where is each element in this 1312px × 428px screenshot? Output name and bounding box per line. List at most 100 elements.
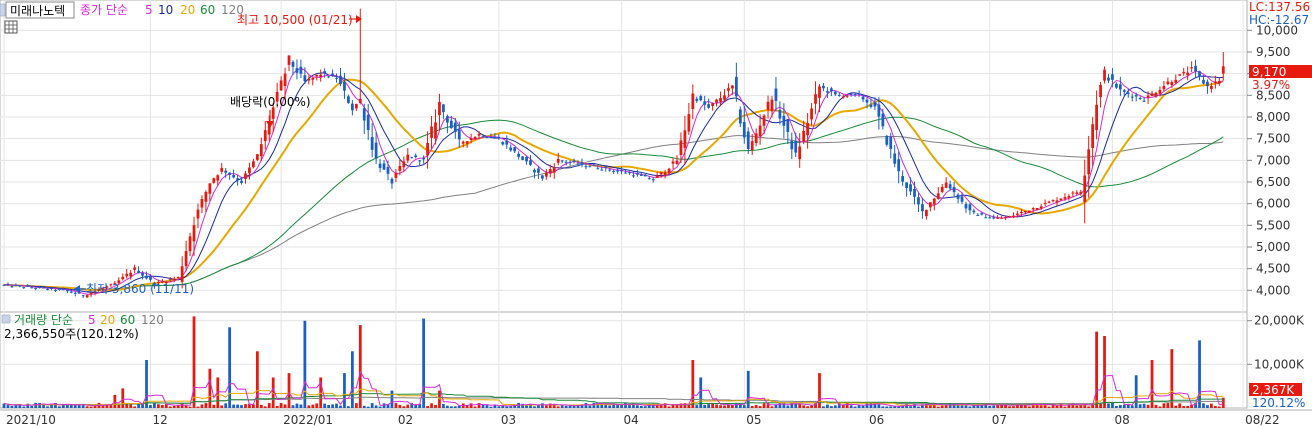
volume-bar (691, 360, 695, 408)
candle-up (1016, 213, 1019, 215)
volume-bar (69, 404, 73, 408)
candle-down (489, 137, 493, 139)
candle-down (525, 156, 528, 162)
volume-bar (1000, 404, 1003, 408)
volume-bar (592, 402, 596, 408)
candle-down (604, 166, 608, 168)
volume-bar (810, 405, 813, 408)
candle-down (1138, 97, 1142, 100)
volume-bar (766, 403, 770, 408)
grid-toggle-icon[interactable] (4, 20, 18, 34)
candle-down (410, 157, 414, 159)
candle-up (164, 281, 168, 284)
volume-bar (1016, 404, 1019, 408)
candle-up (1083, 175, 1087, 203)
candle-down (921, 204, 924, 212)
candle-down (794, 140, 798, 153)
stock-name-box[interactable] (5, 1, 75, 19)
volume-bar (374, 405, 378, 408)
volume-bar (699, 377, 703, 408)
candle-down (14, 285, 18, 287)
candle-down (778, 109, 782, 119)
volume-bar (893, 406, 897, 408)
candle-down (299, 66, 303, 74)
volume-bar (347, 406, 350, 408)
candle-up (841, 96, 845, 98)
candle-up (1182, 71, 1186, 74)
volume-bar (1206, 405, 1209, 408)
candle-up (461, 141, 465, 144)
volume-bar (580, 404, 584, 408)
candle-down (853, 93, 857, 95)
candle-up (758, 125, 762, 137)
candle-down (378, 163, 382, 168)
volume-bar (620, 404, 623, 408)
x-tick-label: 05 (746, 413, 761, 427)
candle-down (331, 73, 334, 76)
candle-up (944, 182, 948, 188)
volume-panel-handle-icon[interactable] (1, 314, 11, 324)
candle-up (307, 78, 311, 81)
candle-down (909, 184, 912, 192)
volume-bar (1150, 360, 1154, 408)
candle-down (972, 210, 976, 213)
candle-down (457, 129, 461, 140)
volume-bar (885, 406, 889, 408)
volume-bar (616, 404, 619, 408)
candle-up (750, 141, 754, 151)
volume-bar (822, 406, 825, 408)
candle-down (1134, 94, 1138, 97)
candle-up (200, 199, 204, 208)
volume-bar (790, 403, 794, 408)
vol-ma5-legend: 5 (88, 313, 96, 327)
volume-bar (10, 405, 14, 408)
volume-label: 거래량 단순 (14, 313, 73, 327)
volume-bar (814, 402, 817, 408)
volume-bar (537, 404, 540, 408)
candle-up (101, 288, 105, 290)
candle-up (1051, 200, 1055, 202)
volume-bar (402, 406, 406, 408)
candle-up (252, 161, 255, 168)
volume-y-tick-label: 10,000K (1254, 357, 1305, 371)
x-tick-label: 2021/10 (6, 413, 56, 427)
candle-down (628, 172, 631, 174)
volume-bar (366, 406, 370, 408)
volume-bar (34, 402, 38, 408)
candle-down (61, 289, 65, 291)
candle-up (671, 161, 675, 164)
volume-bar (54, 403, 57, 408)
candle-up (679, 140, 683, 155)
volume-bar (30, 405, 34, 408)
volume-bar (319, 377, 323, 408)
volume-bar (1023, 404, 1027, 408)
candle-down (782, 115, 786, 126)
volume-bar (794, 403, 798, 408)
candle-down (984, 217, 988, 219)
volume-bar (394, 403, 398, 408)
volume-bar (624, 403, 627, 408)
volume-bar (552, 404, 556, 408)
candle-down (992, 217, 996, 219)
panel-handle-icon[interactable] (0, 3, 6, 17)
volume-bar (453, 406, 457, 408)
volume-bar (485, 405, 489, 408)
volume-bar (390, 390, 394, 408)
volume-bar (972, 404, 976, 408)
volume-bar (1146, 404, 1150, 408)
candle-down (576, 163, 580, 165)
candle-up (723, 95, 726, 100)
candle-up (1091, 124, 1095, 148)
stock-name[interactable]: 미래나노텍 (10, 4, 65, 18)
candle-down (636, 173, 639, 175)
volume-bar (113, 394, 117, 408)
volume-bar (81, 404, 85, 408)
volume-bar (489, 406, 493, 408)
volume-bar (125, 403, 129, 408)
candle-down (339, 75, 342, 85)
volume-bar (358, 325, 362, 408)
volume-bar (1221, 397, 1225, 408)
volume-bar (857, 404, 861, 408)
volume-bar (323, 403, 327, 408)
volume-bar (271, 377, 275, 408)
